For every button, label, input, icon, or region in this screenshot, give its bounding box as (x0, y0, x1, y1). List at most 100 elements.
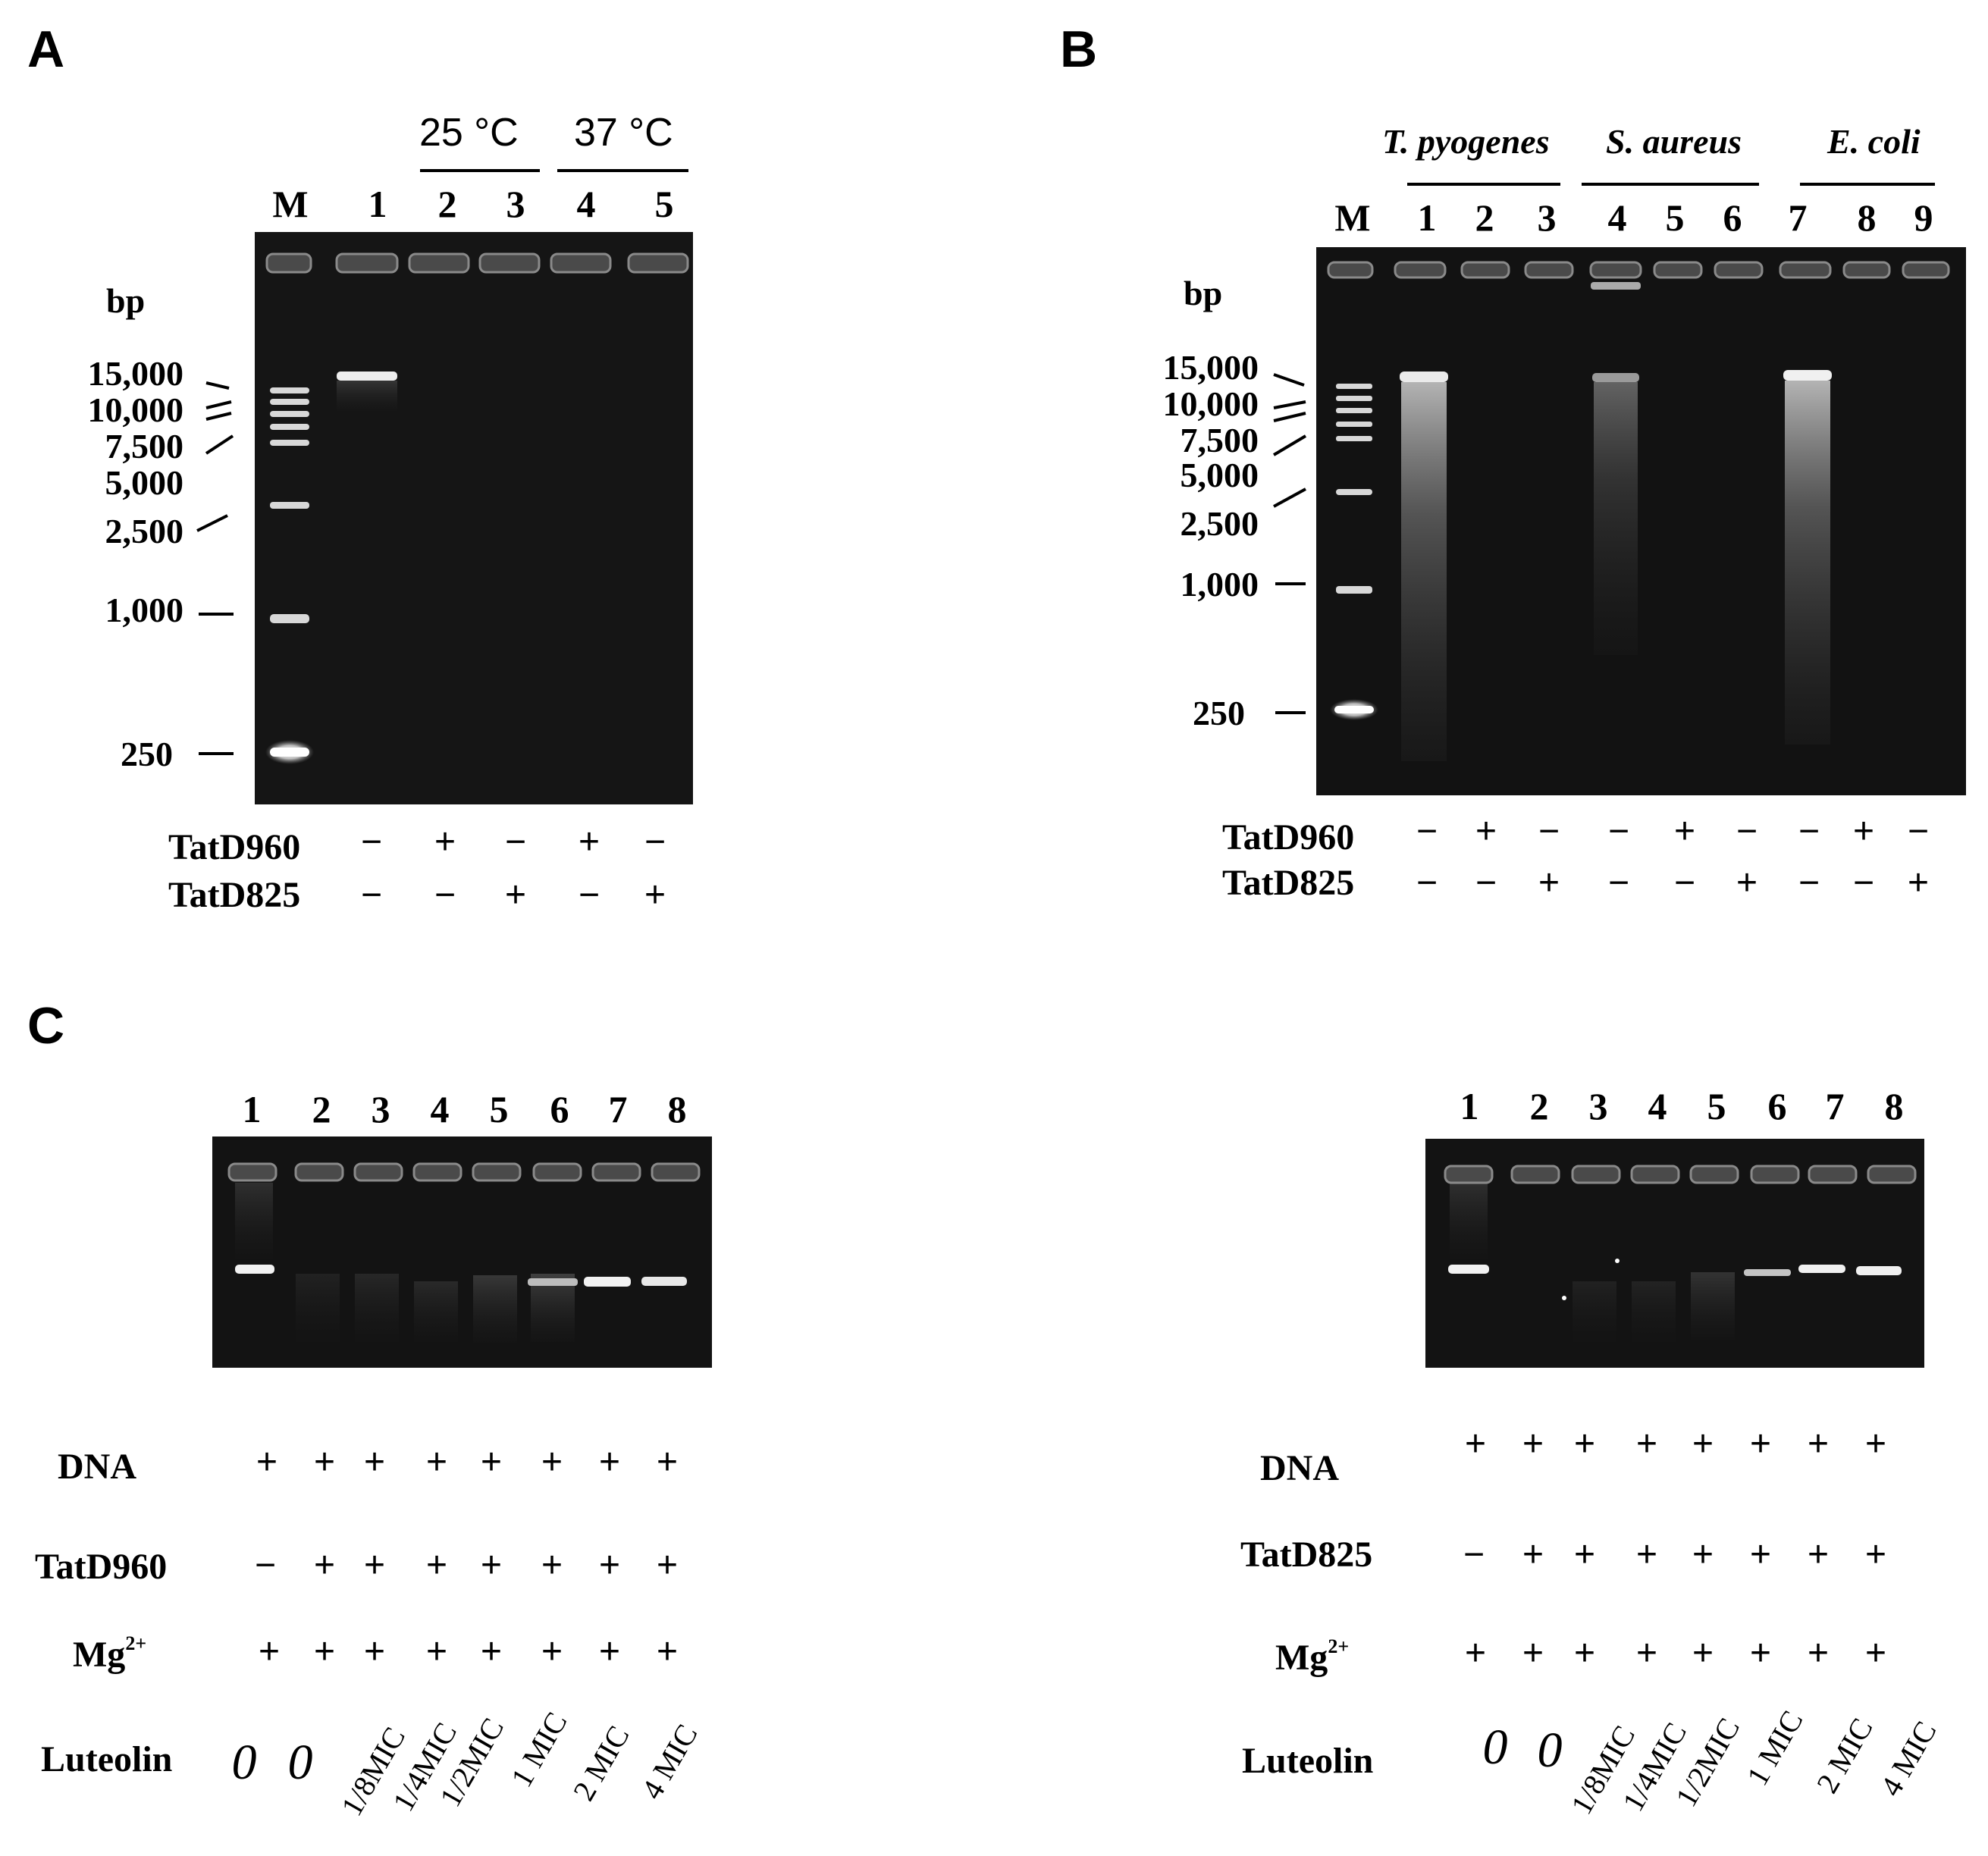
lane-label: 1 (1460, 1085, 1479, 1127)
lane-label: 2 (1530, 1085, 1549, 1127)
sign: + (644, 875, 666, 915)
lane-label: 1 (368, 183, 387, 225)
mg-superscript: 2+ (1328, 1635, 1349, 1657)
lane-label: 8 (1885, 1085, 1904, 1127)
sign: + (599, 1632, 620, 1672)
sign: + (657, 1632, 678, 1672)
lane-label: 5 (1666, 196, 1685, 239)
sign: + (1808, 1424, 1829, 1464)
lane-label: 6 (1768, 1085, 1787, 1127)
ladder-label: 250 (121, 735, 173, 773)
sign: + (599, 1442, 620, 1482)
sign: + (1636, 1535, 1657, 1575)
sign: − (1736, 811, 1758, 851)
row-label-tatd960: TatD960 (1222, 817, 1354, 857)
lane-label: 4 (1648, 1085, 1667, 1127)
row-label-mg: Mg2+ (1275, 1635, 1349, 1678)
lane-label: 5 (490, 1088, 509, 1130)
sign: + (1574, 1424, 1595, 1464)
sign: − (1538, 811, 1560, 851)
luteolin-value: 0 (232, 1735, 257, 1790)
row-label-tatd960: TatD960 (168, 827, 300, 867)
sign: + (657, 1545, 678, 1585)
sign: − (1908, 811, 1929, 851)
ladder-label: 2,500 (105, 512, 184, 550)
ladder-label: 5,000 (105, 463, 184, 502)
sign: − (434, 875, 456, 915)
sign: − (1608, 811, 1629, 851)
sign: + (1750, 1424, 1771, 1464)
row-label-dna: DNA (58, 1447, 136, 1487)
sign: + (1736, 863, 1758, 903)
sign: + (1808, 1535, 1829, 1575)
panel-c-letter: C (27, 997, 64, 1055)
lane-label: 8 (668, 1088, 687, 1130)
lane-label: 7 (1789, 196, 1808, 239)
luteolin-value: 2 MIC (566, 1720, 636, 1807)
row-label-tatd825: TatD825 (1222, 863, 1354, 903)
lane-label: 2 (1475, 196, 1494, 239)
sign: + (314, 1632, 335, 1672)
bp-unit-label: bp (1184, 274, 1222, 312)
sign: + (1692, 1424, 1714, 1464)
luteolin-value: 4 MIC (1874, 1716, 1943, 1802)
lane-label: 4 (431, 1088, 450, 1130)
sign: + (1908, 863, 1929, 903)
luteolin-value: 0 (1483, 1720, 1508, 1775)
panel-b-letter: B (1060, 20, 1097, 78)
sign: + (541, 1632, 563, 1672)
panel-c-right: 1 2 3 4 5 6 7 8 (1240, 1085, 1943, 1820)
row-label-tatd960: TatD960 (35, 1547, 167, 1587)
lane-label: 6 (550, 1088, 569, 1130)
sign: + (364, 1545, 385, 1585)
species-label-t-pyogenes: T. pyogenes (1382, 122, 1550, 161)
lane-label: 1 (1418, 196, 1437, 239)
sign: + (541, 1442, 563, 1482)
row-label-tatd825: TatD825 (168, 875, 300, 915)
sign: − (361, 822, 382, 862)
sign: − (1798, 863, 1820, 903)
ladder-label: 10,000 (88, 390, 184, 429)
lane-label: 3 (506, 183, 525, 225)
gel-b (1316, 247, 1966, 795)
ladder-ticks (1272, 373, 1307, 714)
lane-label: 7 (609, 1088, 628, 1130)
lane-label: 2 (438, 183, 457, 225)
lane-label-M: M (1334, 196, 1370, 239)
sign: − (1416, 811, 1438, 851)
sign: − (1853, 863, 1874, 903)
ladder-label: 10,000 (1163, 384, 1259, 423)
ladder-label: 5,000 (1181, 456, 1259, 494)
sign: + (1692, 1535, 1714, 1575)
species-label-e-coli: E. coli (1827, 122, 1921, 161)
sign: + (1865, 1633, 1886, 1673)
sign: + (1465, 1424, 1486, 1464)
mg-label: Mg (73, 1635, 125, 1675)
sign: + (256, 1442, 278, 1482)
lane-label: 2 (312, 1088, 331, 1130)
sign: + (1574, 1633, 1595, 1673)
lane-label: 3 (1589, 1085, 1608, 1127)
sign: + (1475, 811, 1497, 851)
sign: − (1608, 863, 1629, 903)
sign: + (1465, 1633, 1486, 1673)
lane-label-M: M (272, 183, 308, 225)
sign: − (505, 822, 526, 862)
panel-b: B T. pyogenes S. aureus E. coli M 1 2 3 … (1060, 20, 1966, 903)
mg-label: Mg (1275, 1638, 1328, 1678)
sign: + (1808, 1633, 1829, 1673)
panel-a-letter: A (27, 20, 64, 78)
mg-superscript: 2+ (125, 1632, 146, 1654)
sign: + (1674, 811, 1695, 851)
lane-label: 5 (655, 183, 674, 225)
ladder-label: 7,500 (1181, 421, 1259, 459)
gel-a (255, 232, 693, 804)
sign: − (1416, 863, 1438, 903)
ladder-label: 15,000 (1163, 348, 1259, 387)
ladder-ticks (196, 381, 234, 755)
lane-label: 6 (1723, 196, 1742, 239)
sign: + (1538, 863, 1560, 903)
lane-label: 7 (1826, 1085, 1845, 1127)
lane-label: 5 (1707, 1085, 1726, 1127)
